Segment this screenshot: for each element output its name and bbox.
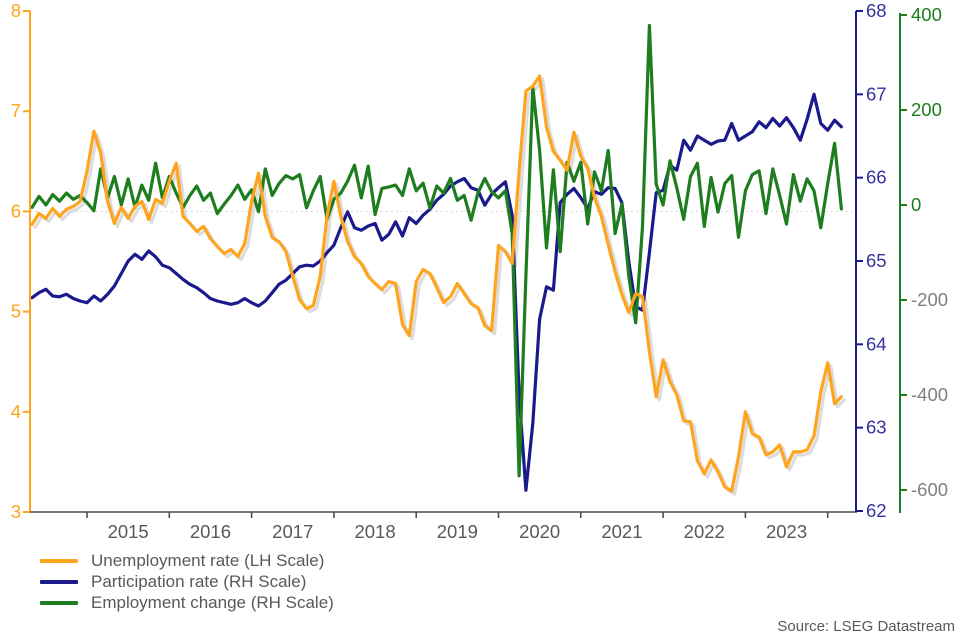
right-axis-tick-label: 63: [866, 417, 887, 438]
right-axis-tick-label: 65: [866, 250, 887, 271]
left-axis-tick-label: 7: [11, 100, 21, 121]
employment-line-swatch: [40, 600, 78, 605]
far-right-axis-tick-label: -400: [911, 384, 948, 405]
unemployment-line-swatch: [40, 558, 78, 563]
participation-line-swatch: [40, 579, 78, 584]
x-axis-year-label: 2016: [190, 521, 231, 542]
x-axis-year-label: 2019: [437, 521, 478, 542]
legend-item-unemployment: Unemployment rate (LH Scale): [40, 550, 334, 571]
chart-legend: Unemployment rate (LH Scale) Participati…: [40, 550, 334, 613]
legend-label-participation: Participation rate (RH Scale): [91, 572, 307, 591]
x-axis-year-label: 2020: [519, 521, 560, 542]
left-axis-tick-label: 6: [11, 200, 21, 221]
left-axis-tick-label: 5: [11, 301, 21, 322]
legend-item-employment: Employment change (RH Scale): [40, 592, 334, 613]
right-axis-tick-label: 67: [866, 83, 887, 104]
unemployment-rate-line: [30, 74, 844, 493]
legend-label-unemployment: Unemployment rate (LH Scale): [91, 551, 325, 570]
right-axis-tick-label: 66: [866, 167, 887, 188]
right-axis-tick-label: 62: [866, 500, 887, 521]
x-axis-year-label: 2017: [272, 521, 313, 542]
far-right-axis-tick-label: -600: [911, 479, 948, 500]
legend-item-participation: Participation rate (RH Scale): [40, 571, 334, 592]
x-axis-year-label: 2021: [601, 521, 642, 542]
far-right-axis-tick-label: 400: [911, 4, 942, 25]
left-axis-tick-label: 8: [11, 0, 21, 21]
right-axis-tick-label: 64: [866, 333, 887, 354]
employment-change-line: [30, 23, 844, 478]
far-right-axis-tick-label: 0: [911, 194, 921, 215]
participation-rate-line: [30, 92, 844, 492]
left-axis-tick-label: 4: [11, 401, 21, 422]
legend-label-employment: Employment change (RH Scale): [91, 593, 334, 612]
far-right-axis-tick-label: -200: [911, 289, 948, 310]
x-axis-year-label: 2022: [684, 521, 725, 542]
left-axis-tick-label: 3: [11, 501, 21, 522]
far-right-axis-tick-label: 200: [911, 99, 942, 120]
x-axis-year-label: 2018: [354, 521, 395, 542]
right-axis-tick-label: 68: [866, 0, 887, 21]
x-axis-year-label: 2023: [766, 521, 807, 542]
source-attribution: Source: LSEG Datastream: [777, 618, 955, 635]
x-axis-year-label: 2015: [108, 521, 149, 542]
